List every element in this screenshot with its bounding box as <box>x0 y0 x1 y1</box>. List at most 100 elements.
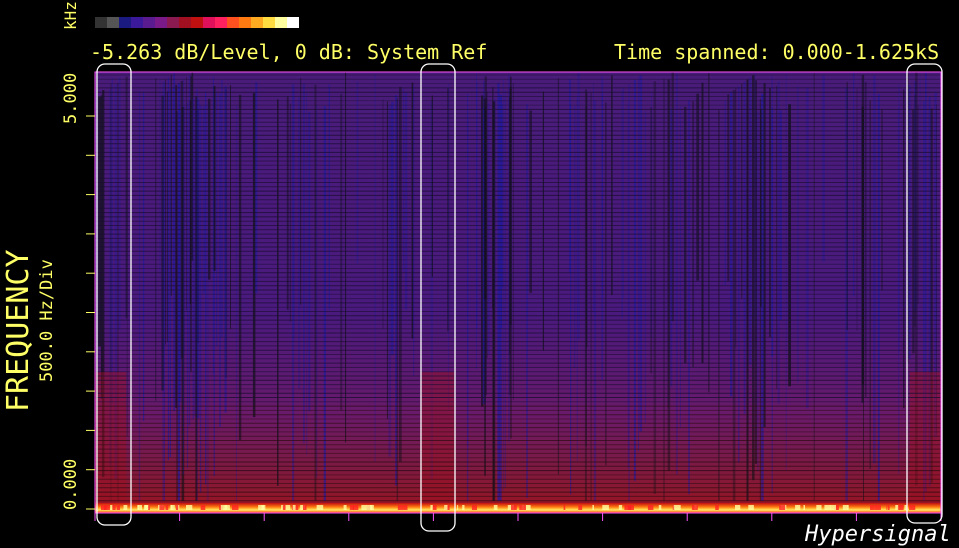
hotspot <box>524 505 531 510</box>
palette-swatch <box>131 17 143 28</box>
time-streak <box>483 81 485 381</box>
time-streak <box>805 88 809 409</box>
time-streak <box>111 77 113 405</box>
hotspot <box>165 505 169 510</box>
hotspot <box>101 505 107 510</box>
time-streak <box>701 82 704 364</box>
time-streak <box>601 76 604 380</box>
time-streak <box>684 106 687 364</box>
time-streak <box>277 99 279 486</box>
time-streak <box>497 82 500 502</box>
palette-swatch <box>191 17 203 28</box>
time-streak <box>732 90 736 501</box>
hotspot <box>816 505 822 510</box>
hotspot <box>220 505 228 510</box>
hotspot <box>874 505 881 510</box>
time-streak <box>512 83 514 400</box>
hotspot <box>292 505 296 510</box>
time-streak <box>873 75 876 464</box>
hotspot <box>628 505 634 510</box>
hotspot <box>444 505 448 510</box>
time-streak <box>155 78 157 401</box>
time-streak <box>908 85 911 360</box>
time-streak <box>328 84 330 310</box>
palette-swatch <box>287 17 299 28</box>
y-axis-top-value: 5.000 <box>61 73 81 124</box>
time-streak <box>162 81 165 501</box>
time-streak <box>779 110 782 320</box>
time-streak <box>117 82 119 502</box>
time-streak <box>308 111 311 412</box>
time-streak <box>316 105 318 478</box>
hotspot <box>748 505 754 510</box>
time-streak <box>509 97 511 355</box>
palette-swatch <box>143 17 155 28</box>
hotspot <box>176 505 179 510</box>
time-streak <box>206 103 208 501</box>
time-streak <box>593 82 594 314</box>
hotspot <box>602 505 609 510</box>
hotspot <box>281 505 285 510</box>
time-streak <box>611 75 613 296</box>
hotspot <box>144 505 148 510</box>
time-streak <box>577 72 580 340</box>
hotspot <box>563 505 566 510</box>
time-streak <box>303 83 305 443</box>
time-streak <box>196 98 200 419</box>
time-streak <box>738 85 740 463</box>
time-streak <box>605 102 607 466</box>
unit-label: kHz <box>61 1 80 30</box>
time-streak <box>95 90 97 272</box>
time-streak <box>914 94 916 327</box>
hotspot <box>112 505 116 510</box>
hotspot <box>137 505 139 510</box>
time-streak <box>633 79 636 481</box>
time-streak <box>466 93 469 501</box>
hotspot <box>578 505 583 510</box>
time-streak <box>735 87 737 348</box>
time-streak <box>743 81 746 414</box>
time-streak <box>529 110 532 293</box>
time-streak <box>177 83 181 501</box>
hotspot <box>303 505 307 510</box>
time-streak <box>621 89 623 318</box>
time-streak <box>688 100 690 495</box>
hotspot <box>803 505 805 510</box>
time-streak <box>391 101 394 356</box>
time-streak <box>382 99 384 329</box>
time-streak <box>915 72 918 486</box>
hotspot <box>691 505 698 510</box>
highlight-region-end <box>906 63 943 524</box>
hotspot <box>432 505 437 510</box>
hotspot <box>186 505 193 510</box>
time-streak <box>754 80 757 464</box>
time-streak <box>822 75 825 262</box>
time-streak <box>126 111 128 437</box>
level-readout: -5.263 dB/Level, 0 dB: System Ref <box>90 40 487 64</box>
time-streak <box>934 92 937 438</box>
palette-swatch <box>119 17 131 28</box>
hotspot <box>824 505 831 510</box>
time-streak <box>219 93 221 428</box>
time-streak <box>403 88 405 272</box>
time-streak <box>864 81 867 398</box>
time-streak <box>176 111 179 501</box>
time-streak <box>730 92 733 397</box>
time-streak <box>216 92 218 346</box>
warm-region <box>95 372 127 502</box>
time-streak <box>903 89 905 409</box>
time-streak <box>431 95 433 277</box>
hotspot <box>110 505 113 510</box>
hotspot <box>159 505 165 510</box>
time-streak <box>925 72 927 493</box>
time-streak <box>448 83 450 410</box>
time-streak <box>499 94 502 502</box>
hotspot <box>430 505 433 510</box>
time-streak <box>718 110 720 501</box>
time-streak <box>143 91 145 422</box>
hotspot <box>343 505 347 510</box>
time-streak <box>208 101 209 502</box>
time-streak <box>628 84 630 501</box>
brand-logo-text: Hypersignal <box>804 522 951 547</box>
